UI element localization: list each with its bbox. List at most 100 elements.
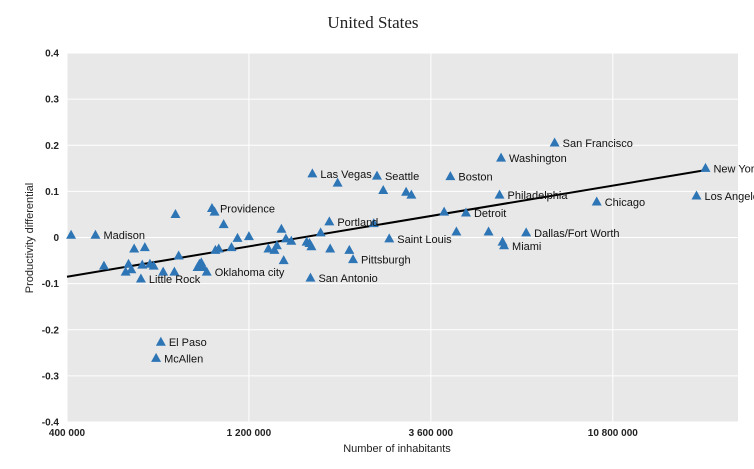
data-point [591, 196, 602, 206]
y-tick-label: -0.1 [42, 279, 60, 290]
y-axis-ticks: 0.4 0.3 0.2 0.1 0 -0.1 -0.2 -0.3 -0.4 [42, 49, 60, 429]
data-point [201, 266, 212, 276]
data-point [306, 241, 317, 251]
data-point [148, 260, 159, 270]
data-point [451, 226, 462, 236]
data-point [691, 190, 702, 200]
data-point [232, 232, 243, 242]
point-label: Saint Louis [397, 234, 452, 246]
point-label: Philadelphia [508, 190, 569, 202]
data-point [170, 208, 181, 218]
point-label: Pittsburgh [361, 255, 411, 267]
x-axis-label: Number of inhabitants [343, 443, 451, 455]
data-point [521, 227, 532, 237]
point-label: Madison [103, 230, 145, 242]
data-point [406, 189, 417, 199]
x-axis-ticks: 400 000 1 200 000 3 600 000 10 800 000 [49, 428, 638, 439]
y-tick-label: -0.3 [42, 371, 60, 382]
data-point [378, 184, 389, 194]
point-label: McAllen [164, 353, 203, 365]
point-label: Detroit [474, 208, 506, 220]
y-tick-label: 0 [53, 233, 59, 244]
point-label: Las Vegas [320, 169, 372, 181]
point-labels: Madison Little Rock McAllen El Paso Oklahoma… [103, 138, 754, 365]
data-point [278, 255, 289, 265]
data-point [496, 152, 507, 162]
point-label: New York [713, 163, 754, 175]
point-label: Boston [458, 172, 492, 184]
x-tick-label: 3 600 000 [409, 428, 454, 439]
data-point [439, 206, 450, 216]
data-point [494, 189, 505, 199]
data-point [344, 244, 355, 254]
data-point [401, 186, 412, 196]
chart-title: United States [327, 13, 418, 32]
data-point [332, 177, 343, 187]
data-point [169, 266, 180, 276]
data-point [209, 206, 220, 216]
y-tick-label: 0.3 [45, 95, 59, 106]
y-tick-label: -0.2 [42, 325, 60, 336]
data-point [445, 171, 456, 181]
data-point [243, 231, 254, 241]
data-point [384, 233, 395, 243]
data-point [139, 242, 150, 252]
point-label: Seattle [385, 171, 419, 183]
y-tick-label: 0.4 [45, 49, 59, 60]
data-point [98, 260, 109, 270]
x-tick-label: 10 800 000 [588, 428, 638, 439]
data-point [155, 336, 166, 346]
data-point [271, 240, 282, 250]
data-point [158, 266, 169, 276]
data-point [499, 240, 510, 250]
trend-line [66, 169, 706, 278]
point-label: Los Angeles [704, 191, 754, 203]
data-points [66, 137, 711, 362]
data-point [325, 243, 336, 253]
data-point [700, 162, 711, 172]
data-point [135, 273, 146, 283]
point-label: Portland [337, 217, 378, 229]
data-point [263, 243, 274, 253]
data-point [324, 216, 335, 226]
data-point [213, 243, 224, 253]
data-point [226, 242, 237, 252]
point-label: Oklahoma city [215, 267, 285, 279]
data-point [305, 272, 316, 282]
x-tick-label: 400 000 [49, 428, 86, 439]
point-label: San Francisco [563, 138, 633, 150]
data-point [280, 233, 291, 243]
data-point [371, 170, 382, 180]
data-point [218, 219, 229, 229]
data-point [460, 207, 471, 217]
data-point [307, 168, 318, 178]
data-point [120, 266, 131, 276]
data-point [483, 226, 494, 236]
data-point [315, 227, 326, 237]
x-tick-label: 1 200 000 [227, 428, 272, 439]
data-point [549, 137, 560, 147]
point-label: Providence [220, 203, 275, 215]
data-point [276, 223, 287, 233]
y-axis-label: Productivity differential [24, 183, 36, 293]
data-point [348, 254, 359, 264]
point-label: San Antonio [318, 273, 377, 285]
y-tick-label: -0.4 [42, 418, 60, 429]
point-label: Miami [512, 241, 541, 253]
data-point [173, 250, 184, 260]
data-point [269, 244, 280, 254]
data-point [66, 229, 77, 239]
point-label: Washington [509, 153, 567, 165]
data-point [90, 229, 101, 239]
point-label: El Paso [169, 337, 207, 349]
data-point [126, 264, 137, 274]
data-point [137, 259, 148, 269]
y-tick-label: 0.1 [45, 187, 59, 198]
point-label: Dallas/Fort Worth [534, 228, 619, 240]
point-label: Little Rock [149, 274, 201, 286]
data-point [129, 243, 140, 253]
data-point [151, 352, 162, 362]
point-label: Chicago [605, 197, 645, 209]
data-point [368, 218, 379, 228]
y-tick-label: 0.2 [45, 141, 59, 152]
